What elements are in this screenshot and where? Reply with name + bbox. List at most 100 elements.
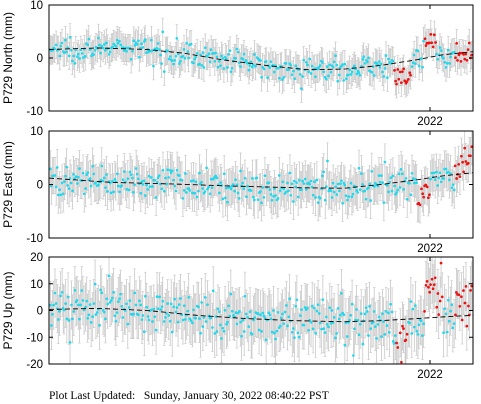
- data-point: [150, 49, 154, 52]
- y-axis-title: P729 North (mm): [1, 12, 15, 104]
- data-point: [335, 193, 339, 196]
- data-point: [287, 68, 290, 72]
- flagged-point: [464, 285, 468, 288]
- flagged-point: [400, 360, 403, 364]
- flagged-point: [402, 327, 405, 331]
- data-point: [222, 329, 226, 333]
- data-point: [230, 66, 234, 70]
- data-point: [68, 176, 72, 180]
- data-point: [272, 309, 275, 312]
- flagged-point: [462, 170, 466, 174]
- data-point: [229, 292, 233, 296]
- y-tick-label: 0: [37, 53, 43, 65]
- data-point: [229, 187, 233, 191]
- x-tick-label: 2022: [417, 243, 443, 255]
- data-point: [91, 315, 95, 319]
- flagged-point: [460, 154, 463, 158]
- data-point: [54, 185, 58, 189]
- data-point: [59, 193, 63, 197]
- flagged-point: [435, 305, 439, 309]
- data-point: [245, 195, 248, 199]
- data-point: [444, 167, 448, 171]
- flagged-point: [421, 192, 425, 196]
- data-point: [379, 174, 383, 177]
- data-point: [189, 42, 193, 46]
- data-point: [125, 302, 128, 306]
- data-point: [220, 337, 223, 340]
- data-point: [378, 180, 382, 184]
- data-point: [376, 323, 380, 326]
- data-point: [304, 188, 308, 191]
- data-point: [92, 172, 96, 176]
- data-point: [248, 64, 251, 67]
- data-point: [323, 198, 327, 202]
- data-point: [88, 48, 92, 51]
- data-point: [176, 320, 180, 324]
- flagged-point: [463, 146, 467, 150]
- data-point: [250, 332, 254, 336]
- data-point: [444, 66, 448, 69]
- data-point: [262, 314, 266, 318]
- data-point: [174, 310, 178, 314]
- data-point: [435, 52, 438, 56]
- data-point: [430, 171, 434, 175]
- flagged-point: [424, 44, 428, 47]
- data-point: [87, 313, 91, 317]
- data-point: [159, 53, 162, 57]
- data-point: [79, 48, 83, 52]
- data-point: [314, 75, 317, 79]
- flagged-point: [455, 291, 458, 294]
- data-point: [390, 189, 394, 193]
- data-point: [371, 320, 375, 324]
- data-point: [82, 308, 86, 312]
- data-point: [119, 43, 123, 47]
- flagged-point: [401, 70, 404, 74]
- data-point: [269, 317, 273, 321]
- data-point: [209, 48, 213, 52]
- data-point: [78, 167, 81, 170]
- flagged-point: [464, 52, 468, 56]
- data-point: [298, 73, 302, 76]
- data-point: [398, 186, 402, 189]
- data-point: [100, 164, 104, 168]
- data-point: [100, 44, 104, 48]
- data-point: [87, 37, 91, 41]
- data-point: [242, 330, 246, 333]
- flagged-point: [453, 164, 457, 168]
- data-point: [200, 301, 203, 304]
- data-point: [147, 318, 151, 322]
- data-point: [200, 180, 203, 184]
- data-point: [76, 303, 80, 307]
- data-point: [264, 338, 268, 342]
- data-point: [364, 197, 368, 201]
- data-point: [152, 64, 155, 68]
- data-point: [260, 201, 263, 205]
- data-point: [106, 190, 109, 193]
- data-point: [174, 189, 178, 193]
- data-point: [188, 189, 192, 192]
- data-point: [339, 182, 342, 186]
- data-point: [306, 63, 309, 67]
- data-point: [129, 57, 133, 61]
- flagged-point: [438, 299, 442, 303]
- data-point: [97, 36, 100, 40]
- data-point: [63, 51, 66, 54]
- data-point: [121, 46, 125, 49]
- data-point: [204, 320, 208, 324]
- data-point: [327, 74, 330, 78]
- data-point: [67, 319, 71, 322]
- data-point: [194, 55, 197, 59]
- flagged-point: [439, 261, 443, 265]
- flagged-point: [460, 318, 464, 322]
- data-point: [302, 182, 306, 185]
- data-point: [109, 191, 113, 195]
- data-point: [128, 170, 132, 174]
- data-point: [328, 63, 332, 67]
- data-point: [221, 57, 225, 60]
- data-point: [414, 177, 417, 181]
- flagged-point: [423, 37, 427, 41]
- flagged-point: [423, 310, 426, 313]
- data-point: [355, 72, 359, 76]
- flagged-point: [433, 276, 437, 280]
- data-point: [345, 77, 348, 81]
